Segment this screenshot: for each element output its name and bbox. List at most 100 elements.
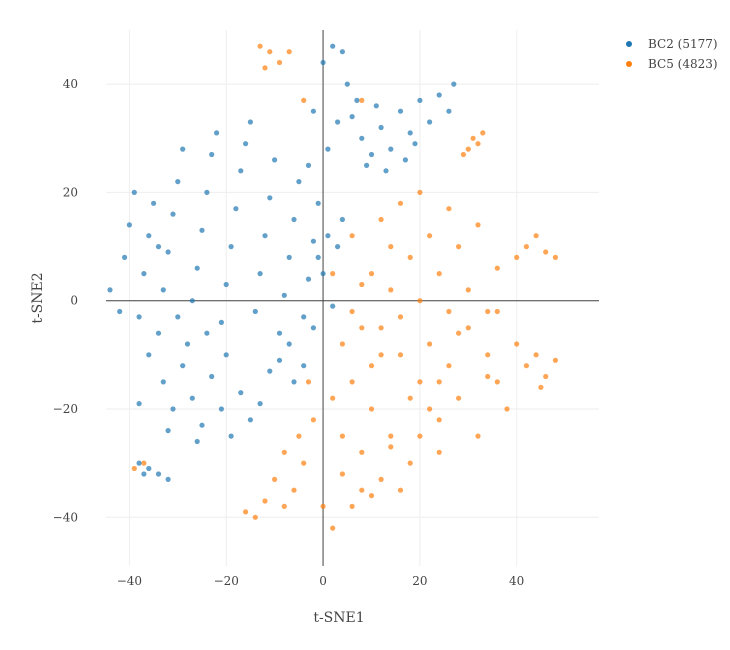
data-point-series-1 xyxy=(310,238,316,244)
data-point-series-1 xyxy=(315,200,321,206)
data-point-series-1 xyxy=(204,189,210,195)
x-tick-label: 0 xyxy=(319,574,327,588)
data-point-series-1 xyxy=(117,308,123,315)
data-point-series-1 xyxy=(155,471,162,477)
y-tick-label: −20 xyxy=(53,402,78,416)
data-point-series-1 xyxy=(146,352,152,358)
data-point-series-2 xyxy=(533,233,539,239)
data-point-series-2 xyxy=(538,384,544,390)
data-point-series-2 xyxy=(359,487,365,493)
data-point-series-1 xyxy=(180,363,186,369)
data-point-series-2 xyxy=(296,433,302,439)
data-point-series-2 xyxy=(281,449,287,455)
data-point-series-2 xyxy=(262,65,268,71)
data-point-series-1 xyxy=(243,141,249,147)
data-point-series-1 xyxy=(165,476,171,482)
data-point-series-1 xyxy=(262,233,268,239)
data-point-series-1 xyxy=(194,438,200,445)
data-point-series-2 xyxy=(339,471,345,477)
data-point-series-1 xyxy=(276,330,283,336)
scatter-points xyxy=(107,43,559,531)
data-point-series-2 xyxy=(257,43,263,49)
data-point-series-2 xyxy=(417,189,423,195)
data-point-series-1 xyxy=(209,151,215,158)
data-point-series-1 xyxy=(252,308,258,315)
data-point-series-1 xyxy=(349,114,355,120)
y-tick-label: 0 xyxy=(70,294,78,308)
data-point-series-2 xyxy=(543,373,549,380)
data-point-series-1 xyxy=(364,162,370,168)
data-point-series-1 xyxy=(310,325,316,331)
data-point-series-1 xyxy=(170,406,176,412)
data-point-series-1 xyxy=(199,227,205,233)
data-point-series-1 xyxy=(141,471,147,477)
data-point-series-1 xyxy=(107,287,113,293)
data-point-series-1 xyxy=(427,119,433,125)
data-point-series-1 xyxy=(136,401,142,407)
data-point-series-1 xyxy=(218,319,224,325)
data-point-series-1 xyxy=(397,108,404,114)
legend-item-series-1[interactable]: BC2 (5177) xyxy=(626,37,718,51)
data-point-series-1 xyxy=(257,401,263,407)
data-point-series-2 xyxy=(378,325,384,331)
data-point-series-1 xyxy=(146,465,152,472)
data-point-series-1 xyxy=(184,341,191,347)
y-tick-labels: −40 −20 0 20 40 xyxy=(53,77,78,524)
data-point-series-1 xyxy=(272,157,278,163)
data-point-series-1 xyxy=(325,233,331,239)
x-axis-title: t-SNE1 xyxy=(313,610,364,626)
data-point-series-1 xyxy=(436,92,442,98)
legend-item-series-2[interactable]: BC5 (4823) xyxy=(626,57,718,71)
data-point-series-2 xyxy=(388,244,394,250)
data-point-series-1 xyxy=(407,130,413,136)
data-point-series-1 xyxy=(223,281,229,288)
data-point-series-1 xyxy=(378,124,384,131)
data-point-series-2 xyxy=(523,244,530,250)
y-tick-label: −40 xyxy=(53,510,78,524)
data-point-series-2 xyxy=(446,308,452,315)
data-point-series-2 xyxy=(504,406,510,412)
data-point-series-1 xyxy=(155,244,162,250)
data-point-series-2 xyxy=(378,216,384,223)
data-point-series-2 xyxy=(417,379,423,385)
data-point-series-1 xyxy=(446,108,452,114)
data-point-series-2 xyxy=(475,433,481,439)
data-point-series-2 xyxy=(349,379,355,385)
data-point-series-1 xyxy=(310,108,316,114)
data-point-series-1 xyxy=(141,271,147,277)
data-point-series-1 xyxy=(165,428,171,434)
data-point-series-1 xyxy=(247,119,253,125)
data-point-series-2 xyxy=(480,130,486,136)
data-point-series-1 xyxy=(151,200,157,206)
data-point-series-1 xyxy=(204,330,210,336)
data-point-series-1 xyxy=(359,135,365,141)
data-point-series-1 xyxy=(238,390,244,396)
data-point-series-1 xyxy=(354,97,360,103)
data-point-series-1 xyxy=(189,395,195,401)
data-point-series-2 xyxy=(446,363,452,369)
data-point-series-2 xyxy=(349,503,355,509)
data-point-series-1 xyxy=(296,179,302,185)
data-point-series-1 xyxy=(388,146,394,152)
data-point-series-1 xyxy=(412,141,418,147)
data-point-series-2 xyxy=(320,503,326,509)
data-point-series-2 xyxy=(427,341,433,347)
legend: BC2 (5177) BC5 (4823) xyxy=(626,37,718,71)
data-point-series-1 xyxy=(247,417,253,423)
data-point-series-1 xyxy=(301,314,307,320)
x-tick-label: 40 xyxy=(509,574,524,588)
data-point-series-1 xyxy=(344,81,350,87)
x-tick-label: 20 xyxy=(412,574,427,588)
data-point-series-1 xyxy=(175,314,181,320)
data-point-series-2 xyxy=(475,222,481,228)
data-point-series-2 xyxy=(465,325,471,331)
data-point-series-1 xyxy=(238,168,244,174)
data-point-series-2 xyxy=(407,460,413,466)
data-point-series-1 xyxy=(160,379,166,385)
x-tick-label: −40 xyxy=(117,574,142,588)
data-point-series-1 xyxy=(276,357,283,363)
data-point-series-1 xyxy=(126,222,132,228)
data-point-series-2 xyxy=(252,514,258,520)
data-point-series-1 xyxy=(122,254,128,260)
data-point-series-2 xyxy=(359,325,365,331)
